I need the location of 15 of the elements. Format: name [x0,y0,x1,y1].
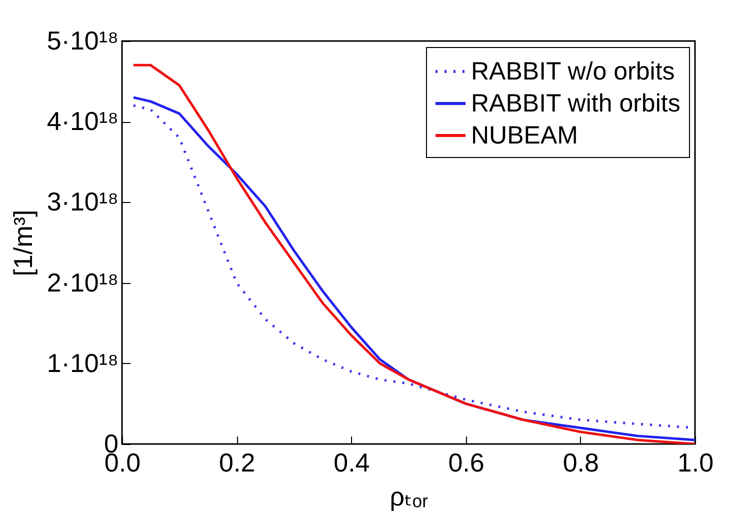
y-axis-title: [1/m³] [8,210,38,276]
y-tick-label: 3·10¹⁸ [46,186,118,217]
x-tick-label: 0.2 [219,448,256,478]
x-tick-label: 0.6 [448,448,484,478]
x-tick-label: 1.0 [677,448,714,478]
y-tick-label: 4·10¹⁸ [46,106,118,136]
x-axis-title: ρₜₒᵣ [390,482,428,512]
y-tick-label: 5·10¹⁸ [46,26,118,56]
legend-label: NUBEAM [471,122,578,150]
x-tick-label: 0.8 [562,448,599,478]
x-tick-label: 0.4 [334,448,370,478]
legend-label: RABBIT w/o orbits [471,58,675,86]
y-tick-label: 1·10¹⁸ [46,348,118,378]
y-tick-label: 2·10¹⁸ [46,267,118,298]
legend-label: RABBIT with orbits [471,90,680,118]
